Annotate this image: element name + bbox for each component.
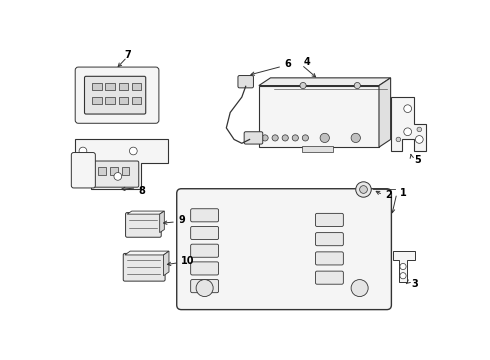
FancyBboxPatch shape xyxy=(191,244,219,257)
Polygon shape xyxy=(259,78,391,86)
Polygon shape xyxy=(164,251,169,276)
Bar xyxy=(105,97,115,104)
Circle shape xyxy=(79,147,87,155)
Polygon shape xyxy=(379,78,391,147)
FancyBboxPatch shape xyxy=(191,226,219,239)
Circle shape xyxy=(302,135,309,141)
Text: 3: 3 xyxy=(412,279,418,289)
FancyBboxPatch shape xyxy=(316,271,343,284)
Bar xyxy=(92,83,101,90)
Circle shape xyxy=(114,172,122,180)
FancyBboxPatch shape xyxy=(316,252,343,265)
Polygon shape xyxy=(75,139,168,189)
Circle shape xyxy=(129,147,137,155)
FancyBboxPatch shape xyxy=(72,153,96,188)
FancyBboxPatch shape xyxy=(125,213,161,237)
Bar xyxy=(119,83,128,90)
Circle shape xyxy=(400,273,406,279)
FancyBboxPatch shape xyxy=(177,189,392,310)
Circle shape xyxy=(300,82,306,89)
Bar xyxy=(92,97,101,104)
Circle shape xyxy=(320,133,329,143)
FancyBboxPatch shape xyxy=(191,262,219,275)
FancyBboxPatch shape xyxy=(123,253,165,281)
Circle shape xyxy=(360,186,368,193)
Circle shape xyxy=(282,135,288,141)
Text: 1: 1 xyxy=(400,188,407,198)
Bar xyxy=(105,83,115,90)
Bar xyxy=(132,97,141,104)
Circle shape xyxy=(404,105,412,112)
Circle shape xyxy=(354,82,361,89)
Bar xyxy=(119,97,128,104)
Circle shape xyxy=(351,133,361,143)
Polygon shape xyxy=(391,97,425,151)
FancyBboxPatch shape xyxy=(84,76,146,114)
FancyBboxPatch shape xyxy=(191,280,219,293)
FancyBboxPatch shape xyxy=(316,233,343,246)
Circle shape xyxy=(400,264,406,270)
Circle shape xyxy=(416,136,423,143)
FancyBboxPatch shape xyxy=(238,76,253,88)
Text: 2: 2 xyxy=(385,190,392,200)
Circle shape xyxy=(196,280,213,297)
FancyBboxPatch shape xyxy=(244,132,263,144)
Polygon shape xyxy=(127,211,164,214)
Text: 5: 5 xyxy=(414,155,420,165)
Circle shape xyxy=(356,182,371,197)
Bar xyxy=(301,145,333,152)
Text: 8: 8 xyxy=(139,186,146,196)
Text: 6: 6 xyxy=(285,59,291,69)
FancyBboxPatch shape xyxy=(93,161,139,187)
Circle shape xyxy=(396,137,401,142)
Bar xyxy=(122,167,129,175)
FancyBboxPatch shape xyxy=(316,213,343,226)
Bar xyxy=(259,86,379,147)
Text: 9: 9 xyxy=(178,215,185,225)
Polygon shape xyxy=(393,251,415,282)
Bar xyxy=(98,167,106,175)
Text: 7: 7 xyxy=(125,50,131,60)
FancyBboxPatch shape xyxy=(191,209,219,222)
Bar xyxy=(132,83,141,90)
Circle shape xyxy=(351,280,368,297)
Circle shape xyxy=(272,135,278,141)
Text: 10: 10 xyxy=(181,256,195,266)
Circle shape xyxy=(404,128,412,136)
Polygon shape xyxy=(125,251,169,255)
Text: 4: 4 xyxy=(304,58,311,67)
Circle shape xyxy=(292,135,298,141)
Bar xyxy=(110,167,118,175)
Polygon shape xyxy=(160,211,164,233)
Circle shape xyxy=(417,127,421,132)
Circle shape xyxy=(262,135,268,141)
FancyBboxPatch shape xyxy=(75,67,159,123)
